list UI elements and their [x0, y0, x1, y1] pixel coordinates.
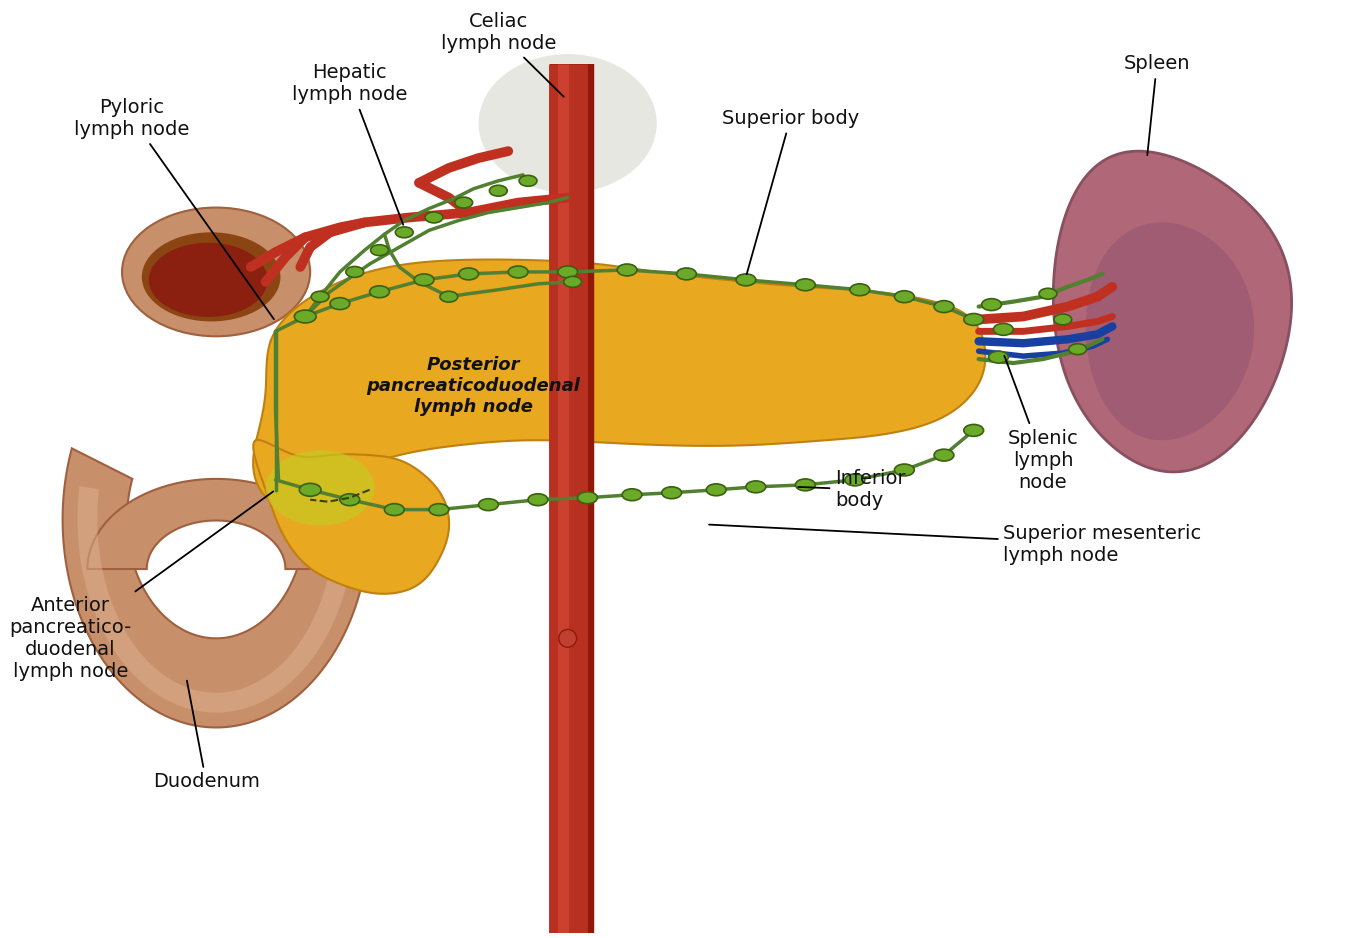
Polygon shape [88, 479, 344, 569]
Ellipse shape [994, 324, 1014, 335]
Ellipse shape [340, 493, 359, 506]
Ellipse shape [385, 504, 404, 516]
Text: Superior body: Superior body [722, 109, 859, 274]
Ellipse shape [455, 197, 472, 208]
Ellipse shape [895, 464, 914, 476]
Polygon shape [1085, 222, 1254, 440]
Ellipse shape [662, 487, 682, 499]
Ellipse shape [528, 493, 548, 506]
Text: Spleen: Spleen [1123, 54, 1191, 156]
Ellipse shape [142, 233, 281, 322]
Ellipse shape [1040, 288, 1057, 299]
Text: Splenic
lymph
node: Splenic lymph node [1004, 356, 1079, 492]
Ellipse shape [795, 279, 815, 291]
Ellipse shape [981, 298, 1002, 310]
Text: Inferior
body: Inferior body [798, 469, 906, 510]
Ellipse shape [371, 245, 389, 255]
Ellipse shape [346, 266, 363, 278]
Ellipse shape [370, 286, 389, 297]
Polygon shape [62, 431, 370, 728]
Ellipse shape [478, 54, 657, 192]
Ellipse shape [736, 274, 756, 286]
Ellipse shape [622, 489, 643, 501]
Ellipse shape [676, 268, 697, 280]
Ellipse shape [300, 483, 321, 496]
Ellipse shape [122, 207, 310, 337]
Ellipse shape [559, 629, 576, 647]
Ellipse shape [266, 450, 374, 525]
Ellipse shape [310, 291, 329, 302]
Ellipse shape [1054, 314, 1072, 325]
Ellipse shape [459, 268, 478, 280]
Ellipse shape [895, 291, 914, 303]
Ellipse shape [425, 212, 443, 223]
Ellipse shape [934, 301, 954, 312]
Ellipse shape [795, 479, 815, 491]
Ellipse shape [617, 264, 637, 276]
Ellipse shape [508, 266, 528, 278]
Ellipse shape [747, 481, 765, 492]
Ellipse shape [850, 284, 869, 295]
Text: Hepatic
lymph node: Hepatic lymph node [292, 63, 408, 225]
Ellipse shape [1069, 343, 1087, 355]
Polygon shape [1053, 151, 1292, 472]
Ellipse shape [148, 243, 267, 317]
Ellipse shape [706, 484, 726, 496]
Ellipse shape [329, 297, 350, 310]
Ellipse shape [294, 310, 316, 323]
Ellipse shape [845, 474, 865, 486]
Polygon shape [254, 260, 986, 500]
Ellipse shape [964, 424, 984, 436]
Ellipse shape [440, 291, 458, 302]
Text: Duodenum: Duodenum [153, 681, 259, 792]
Polygon shape [77, 453, 355, 713]
Ellipse shape [414, 274, 433, 286]
Polygon shape [254, 440, 450, 594]
Ellipse shape [558, 266, 578, 278]
Ellipse shape [934, 449, 954, 461]
Ellipse shape [396, 227, 413, 237]
Ellipse shape [564, 277, 582, 287]
Text: Posterior
pancreaticoduodenal
lymph node: Posterior pancreaticoduodenal lymph node [367, 356, 580, 416]
Text: Pyloric
lymph node: Pyloric lymph node [74, 98, 274, 319]
Text: Superior mesenteric
lymph node: Superior mesenteric lymph node [709, 523, 1202, 565]
Text: Anterior
pancreatico-
duodenal
lymph node: Anterior pancreatico- duodenal lymph nod… [9, 492, 273, 681]
Ellipse shape [478, 499, 498, 510]
Ellipse shape [578, 492, 597, 504]
Ellipse shape [429, 504, 448, 516]
Ellipse shape [988, 351, 1008, 363]
Text: Celiac
lymph node: Celiac lymph node [440, 12, 564, 97]
Ellipse shape [490, 186, 508, 196]
Ellipse shape [964, 313, 984, 325]
Ellipse shape [520, 175, 537, 187]
